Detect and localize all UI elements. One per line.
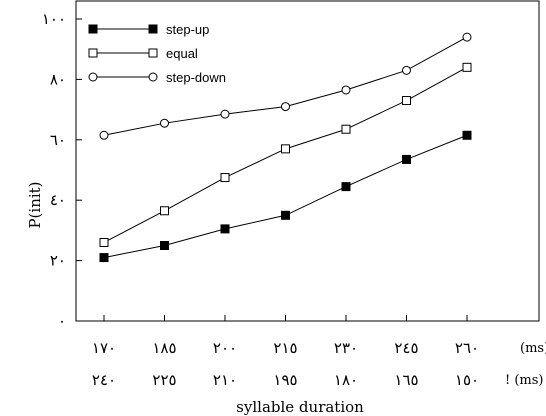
legend-marker [148,24,158,34]
data-point-step-up [402,154,411,164]
data-point-step-down [402,65,411,75]
y-axis-label: P(init) [26,181,44,228]
x-tick-label-row2: ١٨٠ [334,371,358,389]
legend-marker [88,24,98,34]
x-tick-label-row2: ٢٤٠ [92,371,116,389]
legend: step-up equal step-down [88,22,226,85]
data-point-step-down [160,118,169,128]
y-tick-label: ٨٠ [50,70,66,88]
y-tick-label: ٦٠ [50,131,66,149]
legend-label: step-down [166,70,226,85]
y-ticks: ٠ ٢٠ ٤٠ ٦٠ ٨٠ ١٠٠ [42,10,82,330]
data-point-step-down [99,130,109,140]
data-point-equal [281,144,290,154]
x-tick-label-row2: ١٦٥ [394,371,418,389]
data-point-step-up [160,241,169,250]
x-tick-label: ٢٦٠ [455,339,479,357]
data-point-step-up [99,253,109,263]
legend-marker [88,72,98,82]
data-point-equal [402,96,411,106]
data-point-step-up [462,130,472,140]
legend-label: equal [166,46,198,61]
series-group [99,32,472,263]
x-tick-label: ١٧٠ [92,339,116,357]
x-unit-row1: (ms) [520,341,546,356]
x-tick-label: ٢١٥ [273,339,297,357]
data-point-equal [99,237,109,247]
y-tick-label: ٤٠ [50,191,66,209]
x-tick-label: ٢٠٠ [213,339,237,357]
x-ticks: ١٧٠ ٢٤٠ ١٨٥ ٢٢٥ ٢٠٠ ٢١٠ ٢١٥ ١٩٥ ٢٣٠ ١٨٠ ٢٤٥ ١٦٥ ٢٦٠ ١… [92,315,479,389]
x-tick-label-row2: ٢٢٥ [152,371,176,389]
legend-label: step-up [166,22,209,37]
y-tick-label: ١٠٠ [42,10,66,28]
legend-marker [148,72,158,82]
x-tick-label-row2: ٢١٠ [213,371,237,389]
x-tick-label: ٢٤٥ [394,339,418,357]
data-point-step-down [341,85,351,95]
data-point-equal [462,62,472,72]
x-tick-label-row2: ١٩٥ [273,371,297,389]
legend-marker [148,48,158,58]
x-axis-label: syllable duration [236,398,364,416]
y-tick-label: ٠ [58,312,66,330]
y-tick-label: ٢٠ [50,252,66,270]
x-tick-label-row2: ١٥٠ [455,371,479,389]
data-point-step-down [462,32,472,42]
data-point-equal [220,173,230,183]
data-point-step-down [220,109,230,119]
series-line-step-up [103,134,468,259]
plot-frame [75,0,540,322]
series-line-step-down [103,36,468,136]
legend-marker [88,48,98,58]
data-point-step-up [341,182,351,192]
data-point-step-down [281,102,290,112]
data-point-equal [160,206,169,216]
x-unit-row2: ! (ms) [505,373,544,388]
data-point-step-up [281,210,290,220]
data-point-equal [341,124,351,134]
data-point-step-up [220,224,230,234]
x-tick-label: ١٨٥ [152,339,176,357]
x-tick-label: ٢٣٠ [334,339,358,357]
